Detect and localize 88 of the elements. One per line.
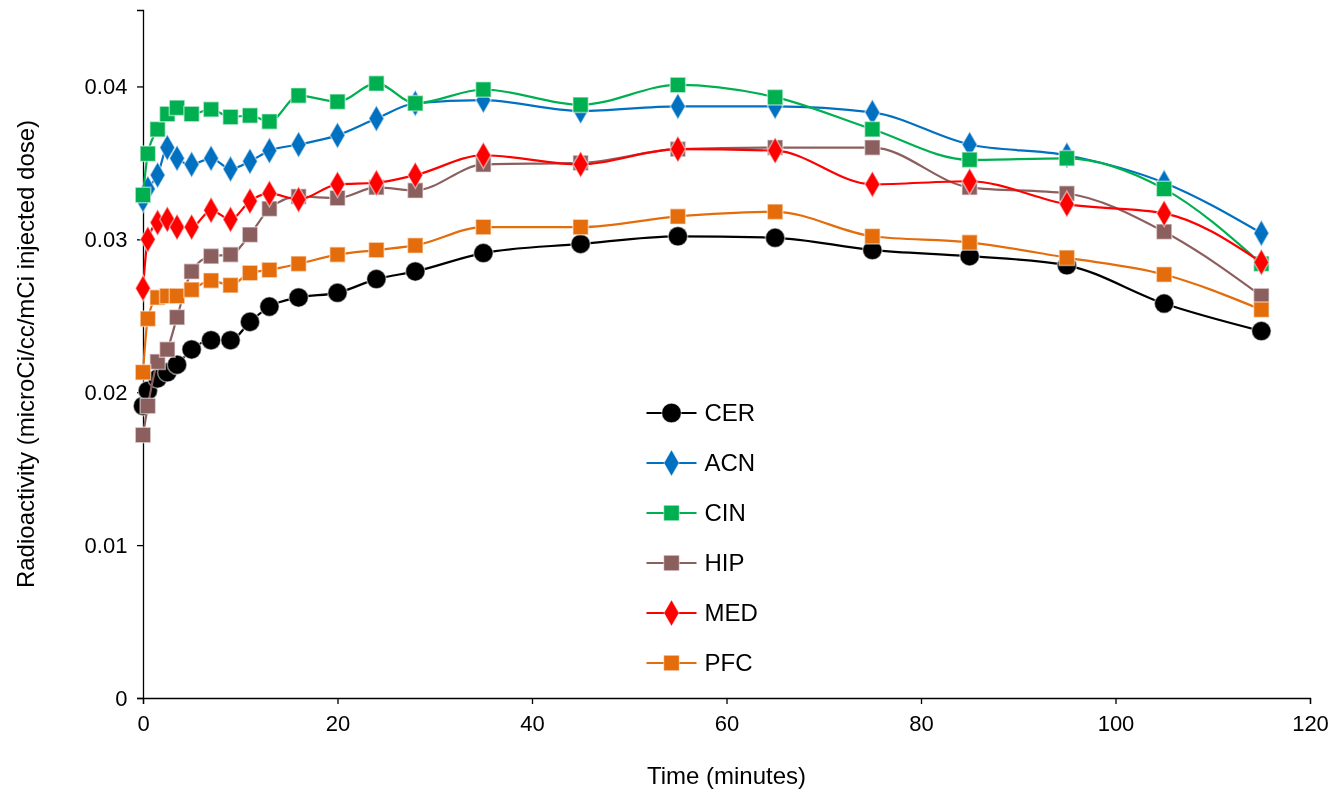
- y-tick-label: 0.02: [84, 379, 128, 405]
- legend-label: ACN: [704, 449, 756, 476]
- point: [572, 96, 590, 114]
- point: [168, 308, 186, 326]
- point: [222, 276, 240, 294]
- point: [134, 363, 152, 381]
- point: [222, 108, 240, 126]
- point: [139, 145, 157, 163]
- y-tick-label: 0.04: [84, 73, 128, 99]
- legend-label: CIN: [704, 499, 746, 526]
- point: [181, 338, 203, 360]
- point: [139, 310, 157, 328]
- point: [961, 233, 979, 251]
- point: [572, 218, 590, 236]
- point: [406, 94, 424, 112]
- x-tick-label: 40: [520, 711, 545, 737]
- point: [1252, 301, 1270, 319]
- point: [667, 225, 689, 247]
- y-tick-label: 0: [115, 685, 128, 711]
- point: [202, 247, 220, 265]
- point: [863, 227, 881, 245]
- point: [1155, 180, 1173, 198]
- point: [134, 426, 152, 444]
- x-axis-title: Time (minutes): [646, 762, 807, 789]
- point: [239, 311, 261, 333]
- point: [241, 226, 259, 244]
- point: [766, 203, 784, 221]
- point: [1153, 293, 1175, 315]
- legend-label: HIP: [704, 549, 745, 576]
- point: [1155, 266, 1173, 283]
- point: [168, 99, 186, 117]
- point: [134, 186, 152, 204]
- point: [669, 76, 687, 94]
- point: [202, 100, 220, 118]
- point: [200, 329, 222, 351]
- y-tick-label: 0.03: [84, 226, 128, 252]
- point: [288, 286, 310, 308]
- point: [404, 260, 426, 282]
- y-tick-label: 0.01: [84, 532, 128, 558]
- point: [863, 120, 881, 138]
- point: [220, 329, 242, 351]
- point: [329, 246, 346, 264]
- point: [183, 105, 201, 123]
- point: [367, 74, 385, 92]
- point: [290, 255, 308, 273]
- point: [863, 139, 881, 157]
- point: [1058, 149, 1076, 167]
- x-tick-label: 60: [714, 711, 740, 737]
- point: [474, 218, 492, 236]
- point: [168, 287, 186, 305]
- point: [202, 272, 220, 290]
- x-tick-label: 80: [909, 711, 934, 737]
- point: [365, 268, 387, 290]
- legend-label: MED: [704, 599, 758, 626]
- point: [158, 340, 176, 358]
- point: [290, 87, 308, 105]
- point: [329, 93, 346, 111]
- point: [1250, 320, 1272, 342]
- point: [183, 281, 201, 299]
- x-tick-label: 120: [1292, 711, 1329, 737]
- point: [764, 227, 786, 249]
- point: [570, 233, 592, 255]
- x-tick-label: 20: [325, 711, 351, 737]
- point: [474, 81, 492, 98]
- point: [258, 296, 280, 318]
- point: [472, 242, 494, 264]
- point: [222, 246, 240, 264]
- point: [669, 207, 687, 225]
- point: [260, 113, 278, 131]
- x-tick-label: 100: [1097, 711, 1135, 737]
- point: [149, 120, 167, 138]
- point: [406, 236, 424, 254]
- point: [961, 151, 979, 169]
- legend-label: CER: [704, 399, 756, 426]
- point: [241, 264, 259, 282]
- point: [326, 282, 349, 304]
- point: [1058, 249, 1076, 267]
- point: [139, 397, 157, 415]
- point: [166, 354, 188, 376]
- y-axis-title: Radioactivity (microCi/cc/mCi injected dose): [12, 119, 39, 589]
- point: [367, 241, 385, 259]
- point: [241, 107, 259, 124]
- point: [260, 261, 278, 279]
- x-tick-label: 0: [137, 711, 150, 737]
- point: [766, 88, 784, 106]
- point: [183, 262, 201, 280]
- legend-label: PFC: [704, 649, 753, 676]
- point: [1155, 223, 1173, 241]
